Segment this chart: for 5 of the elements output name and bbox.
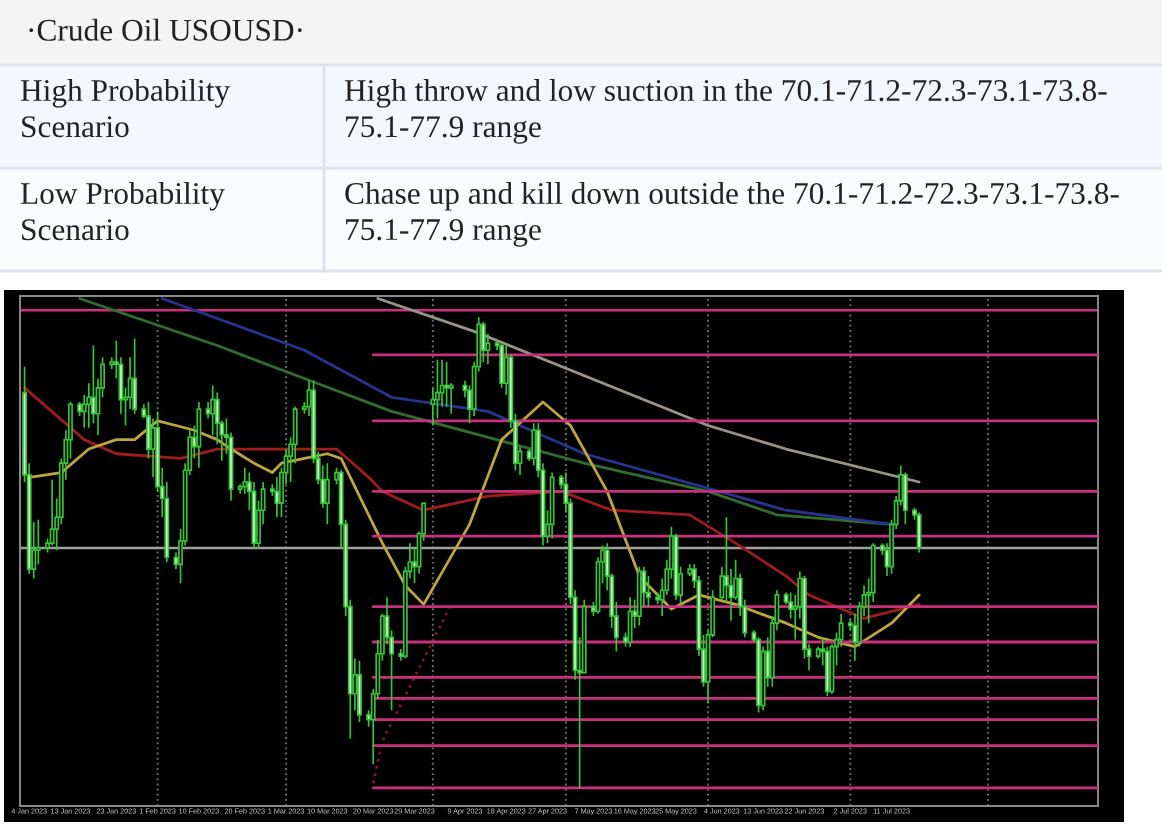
text: Low Probability Scenario [20,182,225,241]
text: High throw and low suction in the 70.1-71.2-72.3-73.1-73.8-75.1-77.9 range [344,79,1107,144]
text: High Probability Scenario [20,79,231,138]
chart-title: ·Crude Oil USOUSD· [29,18,302,41]
text: Chase up and kill down outside the 70.1-71.2-72.3-73.1-73.8-75.1-77.9 range [345,182,1119,247]
